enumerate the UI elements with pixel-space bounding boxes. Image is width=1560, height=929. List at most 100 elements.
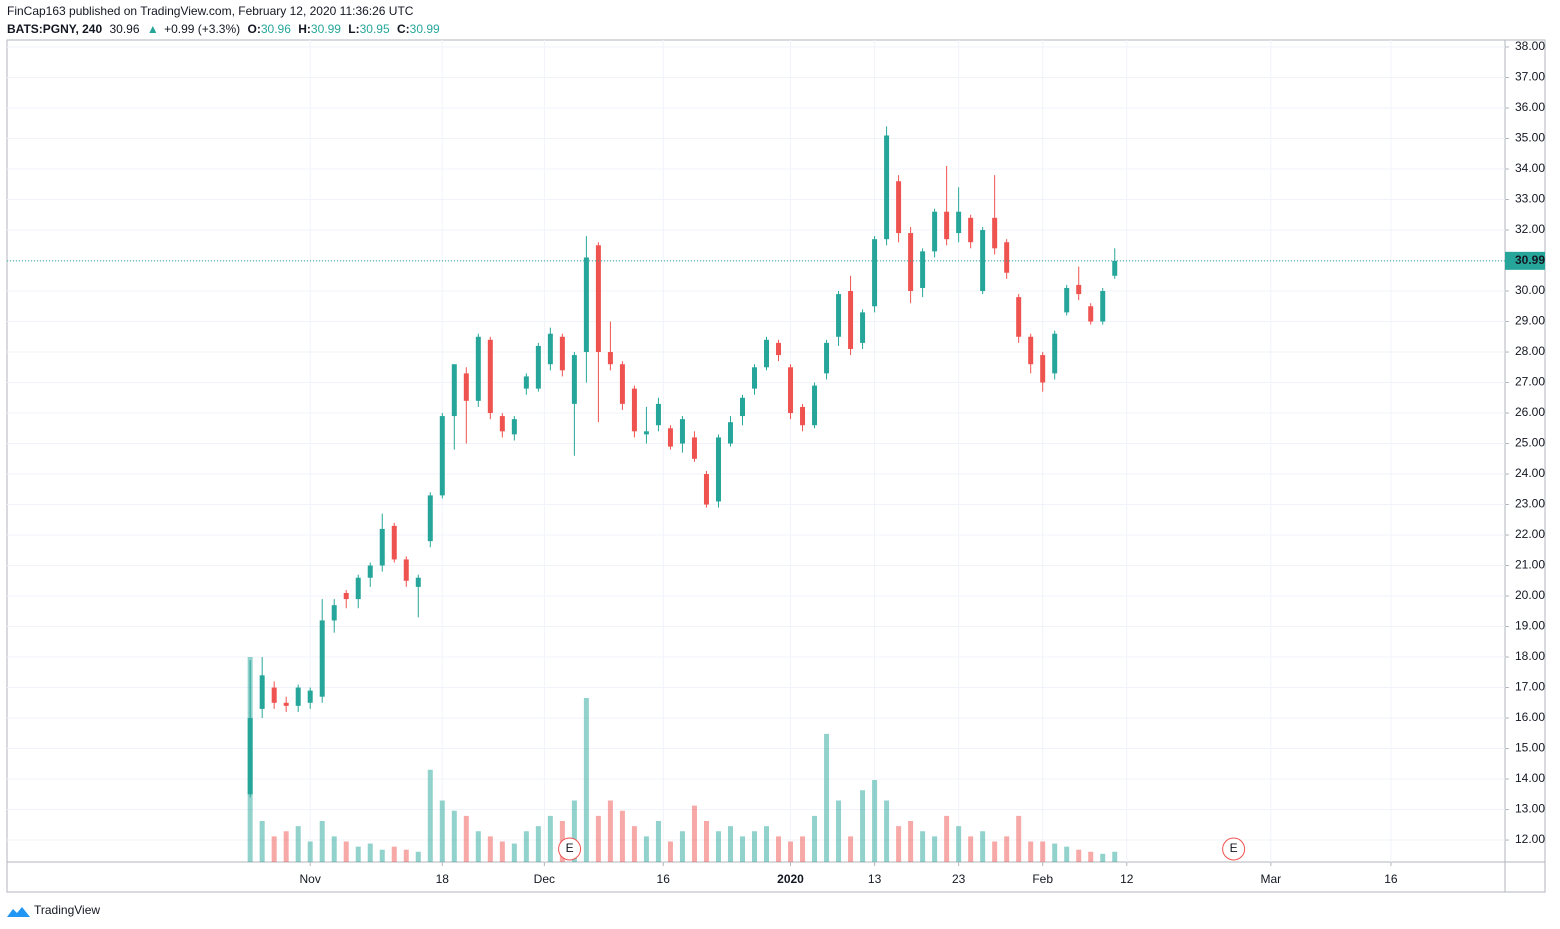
candle-body	[439, 416, 445, 496]
logo: TradingView	[7, 903, 100, 917]
candle-body	[331, 605, 337, 621]
candle-body	[1028, 336, 1034, 365]
candle-body	[848, 291, 854, 349]
candle-body	[535, 345, 541, 389]
candle-body	[487, 339, 493, 414]
volume-bar	[920, 831, 926, 862]
candle-body	[1064, 287, 1070, 313]
volume-bar	[667, 841, 673, 862]
y-tick-label: 28.00	[1515, 344, 1545, 358]
last-price-label: 30.99	[1515, 253, 1545, 267]
volume-bar	[607, 800, 613, 862]
y-tick-label: 29.00	[1515, 314, 1545, 328]
y-tick-label: 24.00	[1515, 466, 1545, 480]
volume-bar	[403, 849, 409, 862]
candle-body	[667, 428, 673, 447]
candle-body	[379, 528, 385, 566]
volume-bar	[751, 831, 757, 862]
candle-body	[571, 355, 577, 404]
volume-bar	[319, 821, 325, 862]
volume-bar	[523, 831, 529, 862]
candle-body	[271, 687, 277, 703]
x-tick-label: 12	[1120, 872, 1134, 886]
candle-body	[319, 620, 325, 697]
last-price-box	[1505, 251, 1545, 270]
earnings-marker	[558, 837, 582, 861]
volume-bar	[511, 843, 517, 862]
volume-bar	[1052, 843, 1058, 862]
x-tick-label: 16	[1384, 872, 1398, 886]
earnings-label: E	[1230, 841, 1238, 855]
y-tick-label: 20.00	[1515, 588, 1545, 602]
candle-body	[715, 437, 721, 502]
candle-body	[295, 687, 301, 706]
volume-bar	[932, 836, 938, 862]
volume-bar	[800, 836, 806, 862]
volume-bar	[451, 810, 457, 862]
candle-body	[703, 474, 709, 505]
volume-bar	[980, 831, 986, 862]
volume-bar	[499, 841, 505, 862]
candle-body	[679, 419, 685, 444]
x-tick-label: 2020	[777, 872, 804, 886]
volume-bar	[307, 841, 313, 862]
candle-body	[920, 251, 926, 288]
y-tick-label: 37.00	[1515, 70, 1545, 84]
symbol: BATS:PGNY, 240	[7, 22, 102, 36]
frame	[6, 39, 1546, 893]
y-tick-label: 15.00	[1515, 741, 1545, 755]
candle-body	[872, 239, 878, 307]
volume-bar	[884, 800, 890, 862]
volume-bar	[860, 790, 866, 862]
volume-bar	[487, 836, 493, 862]
candle-body	[691, 437, 697, 459]
candle-body	[812, 385, 818, 426]
y-tick-label: 22.00	[1515, 527, 1545, 541]
y-tick-label: 26.00	[1515, 405, 1545, 419]
candle-body	[992, 217, 998, 249]
o: 30.96	[261, 22, 291, 36]
candle-body	[631, 388, 637, 432]
volume-bar	[764, 826, 770, 862]
candle-body	[643, 431, 649, 435]
volume-bar	[836, 800, 842, 862]
volume-bar	[415, 851, 421, 862]
volume-bar	[1028, 841, 1034, 862]
x-tick-label: Mar	[1261, 872, 1282, 886]
volume-bar	[896, 826, 902, 862]
candle-body	[415, 577, 421, 587]
y-tick-label: 13.00	[1515, 802, 1545, 816]
volume-bar	[908, 821, 914, 862]
volume-bar	[283, 831, 289, 862]
volume-bar	[271, 836, 277, 862]
y-tick-label: 33.00	[1515, 192, 1545, 206]
candle-body	[944, 211, 950, 240]
volume-bar	[631, 826, 637, 862]
volume-bar	[992, 841, 998, 862]
volume-bar	[583, 698, 589, 862]
candle-body	[896, 181, 902, 234]
candle-body	[283, 702, 289, 706]
change: +0.99 (+3.3%)	[164, 22, 240, 36]
candle-body	[788, 367, 794, 414]
candle-body	[1004, 242, 1010, 273]
volume-bar	[812, 815, 818, 862]
volume-bar	[1076, 849, 1082, 862]
publisher: FinCap163 published on TradingView.com, …	[7, 4, 414, 18]
volume-bar	[295, 826, 301, 862]
volume-bar	[535, 826, 541, 862]
volume-bar	[331, 836, 337, 862]
y-tick-label: 19.00	[1515, 619, 1545, 633]
h-label: H:	[298, 22, 311, 36]
candle-body	[511, 419, 517, 435]
candle-body	[776, 342, 782, 356]
candle-body	[451, 364, 457, 417]
y-tick-label: 14.00	[1515, 771, 1545, 785]
volume-bar	[715, 831, 721, 862]
volume-bar	[571, 800, 577, 862]
l: 30.95	[360, 22, 390, 36]
candle-body	[932, 211, 938, 252]
volume-bar	[824, 733, 830, 862]
y-tick-label: 36.00	[1515, 100, 1545, 114]
candle-body	[367, 565, 373, 578]
